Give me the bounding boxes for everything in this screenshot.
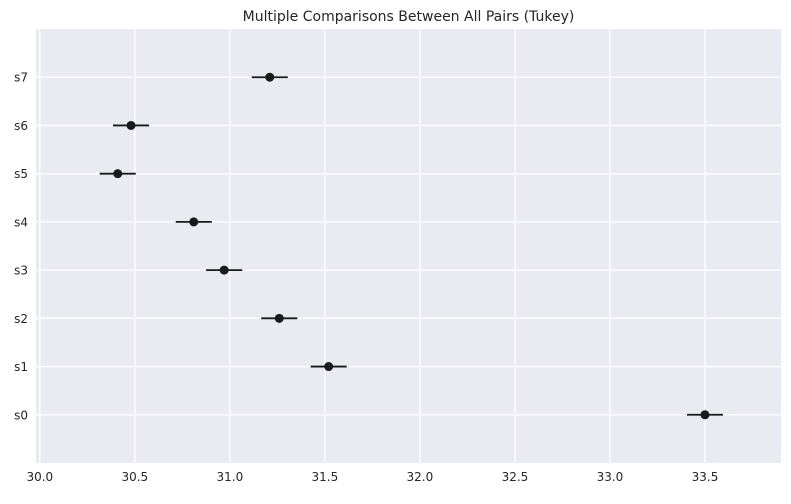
data-marks	[99, 72, 724, 420]
plot-area	[36, 29, 781, 463]
mean-point-s7	[265, 72, 275, 82]
y-tick-label: s7	[14, 71, 28, 85]
y-tick-label: s2	[14, 312, 28, 326]
mean-point-s5	[113, 169, 123, 179]
y-tick-labels: s0 s1 s2 s3 s4 s5 s6 s7	[14, 71, 28, 423]
x-tick-label: 30.5	[121, 470, 148, 484]
mean-point-s2	[274, 313, 284, 323]
mean-point-s1	[324, 362, 334, 372]
chart-title: Multiple Comparisons Between All Pairs (…	[243, 9, 575, 25]
x-tick-label: 30.0	[26, 470, 53, 484]
y-tick-label: s4	[14, 215, 28, 229]
y-tick-label: s0	[14, 408, 28, 422]
x-tick-label: 31.0	[216, 470, 243, 484]
grid-lines	[36, 29, 781, 463]
y-tick-label: s6	[14, 119, 28, 133]
mean-point-s3	[219, 265, 229, 275]
y-tick-label: s1	[14, 360, 28, 374]
mean-point-s6	[126, 120, 136, 130]
y-tick-label: s3	[14, 264, 28, 278]
x-tick-label: 33.0	[597, 470, 624, 484]
x-tick-label: 31.5	[312, 470, 339, 484]
x-tick-label: 32.0	[407, 470, 434, 484]
x-tick-label: 32.5	[502, 470, 529, 484]
mean-point-s4	[189, 217, 199, 227]
x-tick-labels: 30.0 30.5 31.0 31.5 32.0 32.5 33.0 33.5	[26, 470, 718, 484]
mean-point-s0	[700, 410, 710, 420]
x-tick-label: 33.5	[692, 470, 719, 484]
y-tick-label: s5	[14, 167, 28, 181]
